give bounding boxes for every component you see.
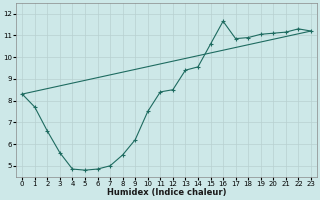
X-axis label: Humidex (Indice chaleur): Humidex (Indice chaleur) bbox=[107, 188, 226, 197]
